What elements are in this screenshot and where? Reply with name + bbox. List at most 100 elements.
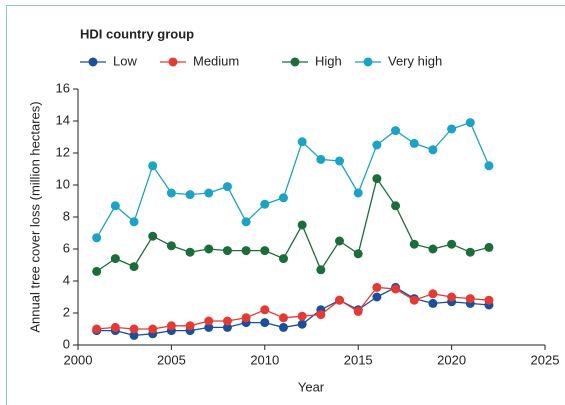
- series-line: [96, 286, 490, 330]
- point: [353, 306, 363, 316]
- point: [428, 244, 438, 254]
- point: [465, 294, 475, 304]
- point: [110, 254, 120, 264]
- legend-label: Low: [113, 53, 137, 68]
- point: [297, 319, 307, 329]
- y-tick-label: 0: [63, 336, 70, 351]
- point: [92, 233, 102, 243]
- point: [428, 298, 438, 308]
- frame: [6, 5, 565, 405]
- series-line: [96, 177, 490, 272]
- point: [110, 322, 120, 332]
- point: [110, 201, 120, 211]
- point: [166, 241, 176, 251]
- legend-marker: [168, 57, 178, 67]
- point: [260, 305, 270, 315]
- point: [447, 292, 457, 302]
- point: [465, 247, 475, 257]
- legend-label: Very high: [388, 53, 442, 68]
- point: [484, 295, 494, 305]
- point: [316, 154, 326, 164]
- point: [335, 236, 345, 246]
- legend-marker: [290, 57, 300, 67]
- y-tick-label: 4: [63, 272, 70, 287]
- point: [335, 295, 345, 305]
- legend-title: HDI country group: [80, 26, 194, 41]
- point: [222, 182, 232, 192]
- point: [166, 188, 176, 198]
- point: [204, 322, 214, 332]
- point: [465, 118, 475, 128]
- point: [148, 231, 158, 241]
- legend-marker: [363, 57, 373, 67]
- x-tick-label: 2000: [64, 352, 93, 367]
- point: [241, 217, 251, 227]
- point: [148, 161, 158, 171]
- point: [241, 313, 251, 323]
- y-axis-label: Annual tree cover loss (million hectares…: [27, 101, 42, 332]
- point: [409, 295, 419, 305]
- point: [260, 318, 270, 328]
- point: [297, 311, 307, 321]
- point: [428, 289, 438, 299]
- point: [353, 188, 363, 198]
- point: [447, 124, 457, 134]
- x-tick-label: 2025: [531, 352, 560, 367]
- x-tick-label: 2020: [437, 352, 466, 367]
- point: [185, 321, 195, 331]
- point: [166, 321, 176, 331]
- point: [278, 313, 288, 323]
- point: [372, 292, 382, 302]
- point: [278, 322, 288, 332]
- legend-label: High: [315, 53, 342, 68]
- y-tick-label: 14: [56, 112, 70, 127]
- y-tick-label: 12: [56, 144, 70, 159]
- point: [222, 316, 232, 326]
- legend-label: Medium: [193, 53, 239, 68]
- point: [129, 262, 139, 272]
- point: [409, 138, 419, 148]
- x-tick-label: 2005: [157, 352, 186, 367]
- point: [204, 244, 214, 254]
- y-tick-label: 6: [63, 240, 70, 255]
- point: [447, 239, 457, 249]
- point: [353, 249, 363, 259]
- point: [260, 199, 270, 209]
- y-tick-label: 10: [56, 176, 70, 191]
- point: [129, 324, 139, 334]
- y-tick-label: 8: [63, 208, 70, 223]
- y-tick-label: 2: [63, 304, 70, 319]
- x-axis-label: Year: [298, 379, 325, 394]
- point: [335, 156, 345, 166]
- x-tick-label: 2015: [344, 352, 373, 367]
- point: [391, 201, 401, 211]
- point: [391, 126, 401, 136]
- point: [204, 188, 214, 198]
- point: [297, 220, 307, 230]
- point: [204, 316, 214, 326]
- point: [391, 284, 401, 294]
- point: [372, 174, 382, 184]
- point: [428, 145, 438, 155]
- point: [278, 193, 288, 203]
- point: [372, 282, 382, 292]
- point: [148, 324, 158, 334]
- x-tick-label: 2010: [250, 352, 279, 367]
- point: [409, 239, 419, 249]
- point: [372, 140, 382, 150]
- point: [316, 310, 326, 320]
- point: [185, 247, 195, 257]
- point: [297, 137, 307, 147]
- point: [278, 254, 288, 264]
- point: [484, 242, 494, 252]
- series-line: [96, 286, 490, 337]
- point: [92, 324, 102, 334]
- point: [222, 246, 232, 256]
- point: [484, 161, 494, 171]
- point: [92, 266, 102, 276]
- point: [241, 246, 251, 256]
- point: [129, 330, 139, 340]
- point: [129, 217, 139, 227]
- point: [316, 265, 326, 275]
